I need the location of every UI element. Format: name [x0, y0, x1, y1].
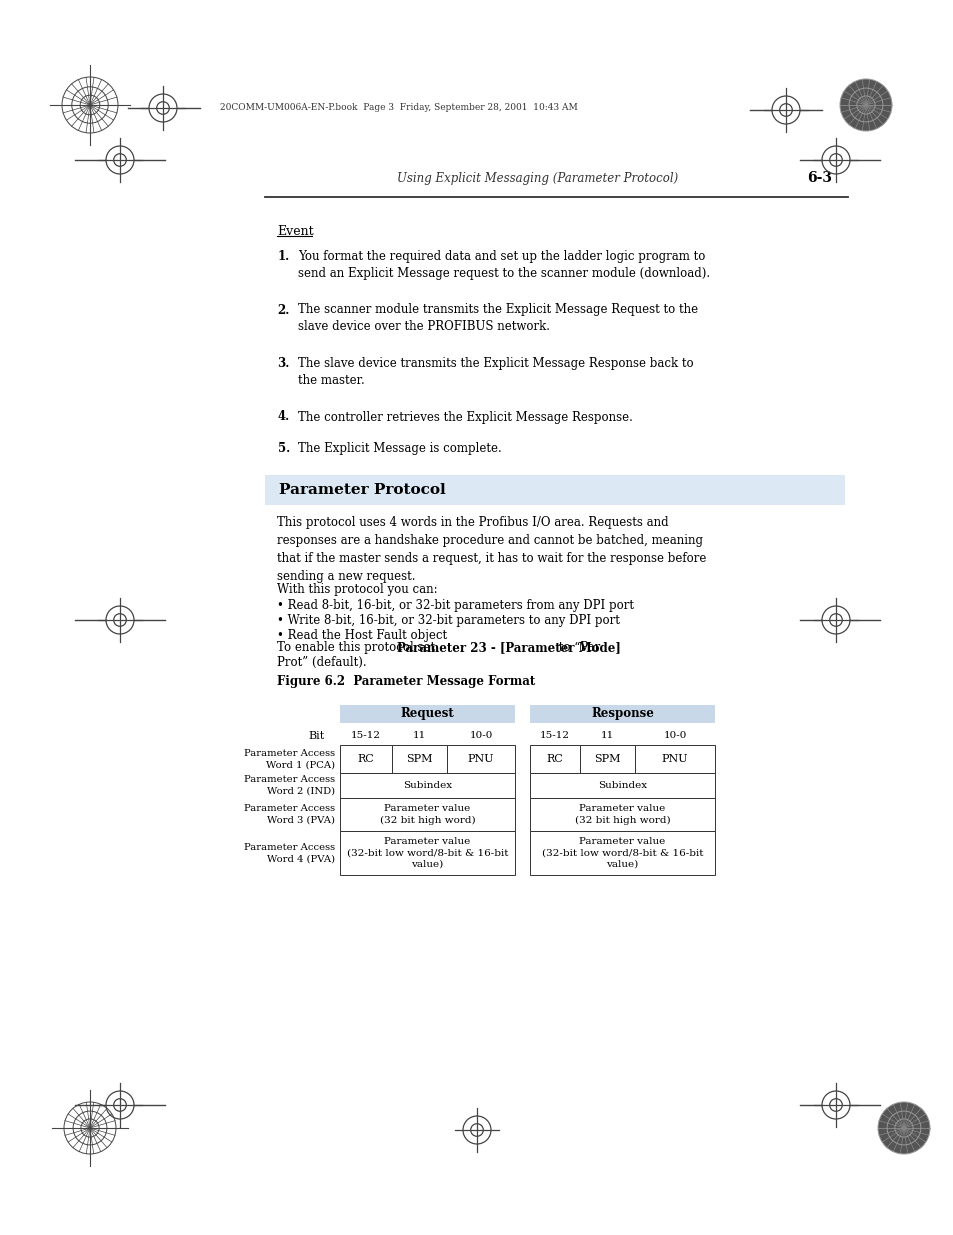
FancyBboxPatch shape	[339, 705, 515, 722]
FancyBboxPatch shape	[530, 705, 714, 722]
Bar	[339, 831, 515, 876]
Text: This protocol uses 4 words in the Profibus I/O area. Requests and
responses are : This protocol uses 4 words in the Profib…	[276, 516, 705, 583]
Text: Subindex: Subindex	[402, 781, 452, 790]
Text: Parameter 23 - [Parameter Mode]: Parameter 23 - [Parameter Mode]	[397, 641, 620, 655]
Text: Response: Response	[591, 708, 653, 720]
Text: 5.: 5.	[277, 442, 290, 456]
Text: • Write 8-bit, 16-bit, or 32-bit parameters to any DPI port: • Write 8-bit, 16-bit, or 32-bit paramet…	[276, 614, 619, 627]
Text: Event: Event	[276, 225, 314, 238]
Text: • Read the Host Fault object: • Read the Host Fault object	[276, 629, 447, 642]
Text: Using Explicit Messaging (Parameter Protocol): Using Explicit Messaging (Parameter Prot…	[397, 172, 678, 185]
Text: 11: 11	[413, 731, 426, 741]
Text: PNU: PNU	[661, 755, 687, 764]
Bar	[339, 745, 392, 773]
Bar	[530, 798, 714, 831]
Text: Prot” (default).: Prot” (default).	[276, 656, 366, 669]
Text: The scanner module transmits the Explicit Message Request to the
slave device ov: The scanner module transmits the Explici…	[297, 304, 698, 333]
Text: 10-0: 10-0	[662, 731, 686, 741]
Circle shape	[840, 79, 891, 131]
Bar	[339, 773, 515, 798]
Text: SPM: SPM	[594, 755, 620, 764]
Text: SPM: SPM	[406, 755, 433, 764]
Bar	[530, 831, 714, 876]
Text: 2.: 2.	[277, 304, 290, 316]
Bar	[579, 745, 635, 773]
Bar	[635, 745, 714, 773]
Text: Parameter value
(32 bit high word): Parameter value (32 bit high word)	[574, 804, 670, 825]
Text: Request: Request	[400, 708, 454, 720]
Text: 4.: 4.	[277, 410, 290, 424]
Bar	[392, 745, 447, 773]
Text: Parameter Access
Word 4 (PVA): Parameter Access Word 4 (PVA)	[244, 844, 335, 863]
Bar	[530, 773, 714, 798]
Text: Parameter Access
Word 3 (PVA): Parameter Access Word 3 (PVA)	[244, 804, 335, 825]
Text: 15-12: 15-12	[539, 731, 569, 741]
Text: Parameter Protocol: Parameter Protocol	[278, 483, 445, 496]
Text: 15-12: 15-12	[351, 731, 380, 741]
Text: Parameter value
(32-bit low word/8-bit & 16-bit
value): Parameter value (32-bit low word/8-bit &…	[346, 837, 508, 869]
Text: To enable this protocol set: To enable this protocol set	[276, 641, 438, 655]
Text: 6-3: 6-3	[806, 170, 832, 185]
Text: Figure 6.2  Parameter Message Format: Figure 6.2 Parameter Message Format	[276, 676, 535, 688]
Bar	[265, 475, 844, 505]
Text: Subindex: Subindex	[598, 781, 646, 790]
Text: Parameter value
(32 bit high word): Parameter value (32 bit high word)	[379, 804, 475, 825]
Text: You format the required data and set up the ladder logic program to
send an Expl: You format the required data and set up …	[297, 249, 709, 280]
Text: PNU: PNU	[467, 755, 494, 764]
Text: • Read 8-bit, 16-bit, or 32-bit parameters from any DPI port: • Read 8-bit, 16-bit, or 32-bit paramete…	[276, 599, 634, 613]
Text: Parameter value
(32-bit low word/8-bit & 16-bit
value): Parameter value (32-bit low word/8-bit &…	[541, 837, 702, 869]
Text: RC: RC	[357, 755, 374, 764]
Text: Parameter Access
Word 1 (PCA): Parameter Access Word 1 (PCA)	[244, 748, 335, 769]
Text: The controller retrieves the Explicit Message Response.: The controller retrieves the Explicit Me…	[297, 410, 632, 424]
Circle shape	[877, 1102, 929, 1153]
Bar	[530, 745, 579, 773]
Text: 1.: 1.	[277, 249, 290, 263]
Text: 11: 11	[600, 731, 614, 741]
Text: The slave device transmits the Explicit Message Response back to
the master.: The slave device transmits the Explicit …	[297, 357, 693, 387]
Bar	[447, 745, 515, 773]
Text: The Explicit Message is complete.: The Explicit Message is complete.	[297, 442, 501, 456]
Text: With this protocol you can:: With this protocol you can:	[276, 583, 437, 597]
Text: RC: RC	[546, 755, 563, 764]
Text: to “Par: to “Par	[555, 641, 600, 655]
Bar	[339, 798, 515, 831]
Text: 20COMM-UM006A-EN-P.book  Page 3  Friday, September 28, 2001  10:43 AM: 20COMM-UM006A-EN-P.book Page 3 Friday, S…	[220, 104, 578, 112]
Text: 10-0: 10-0	[469, 731, 492, 741]
Text: Parameter Access
Word 2 (IND): Parameter Access Word 2 (IND)	[244, 776, 335, 795]
Text: Bit: Bit	[309, 731, 325, 741]
Text: 3.: 3.	[277, 357, 290, 370]
